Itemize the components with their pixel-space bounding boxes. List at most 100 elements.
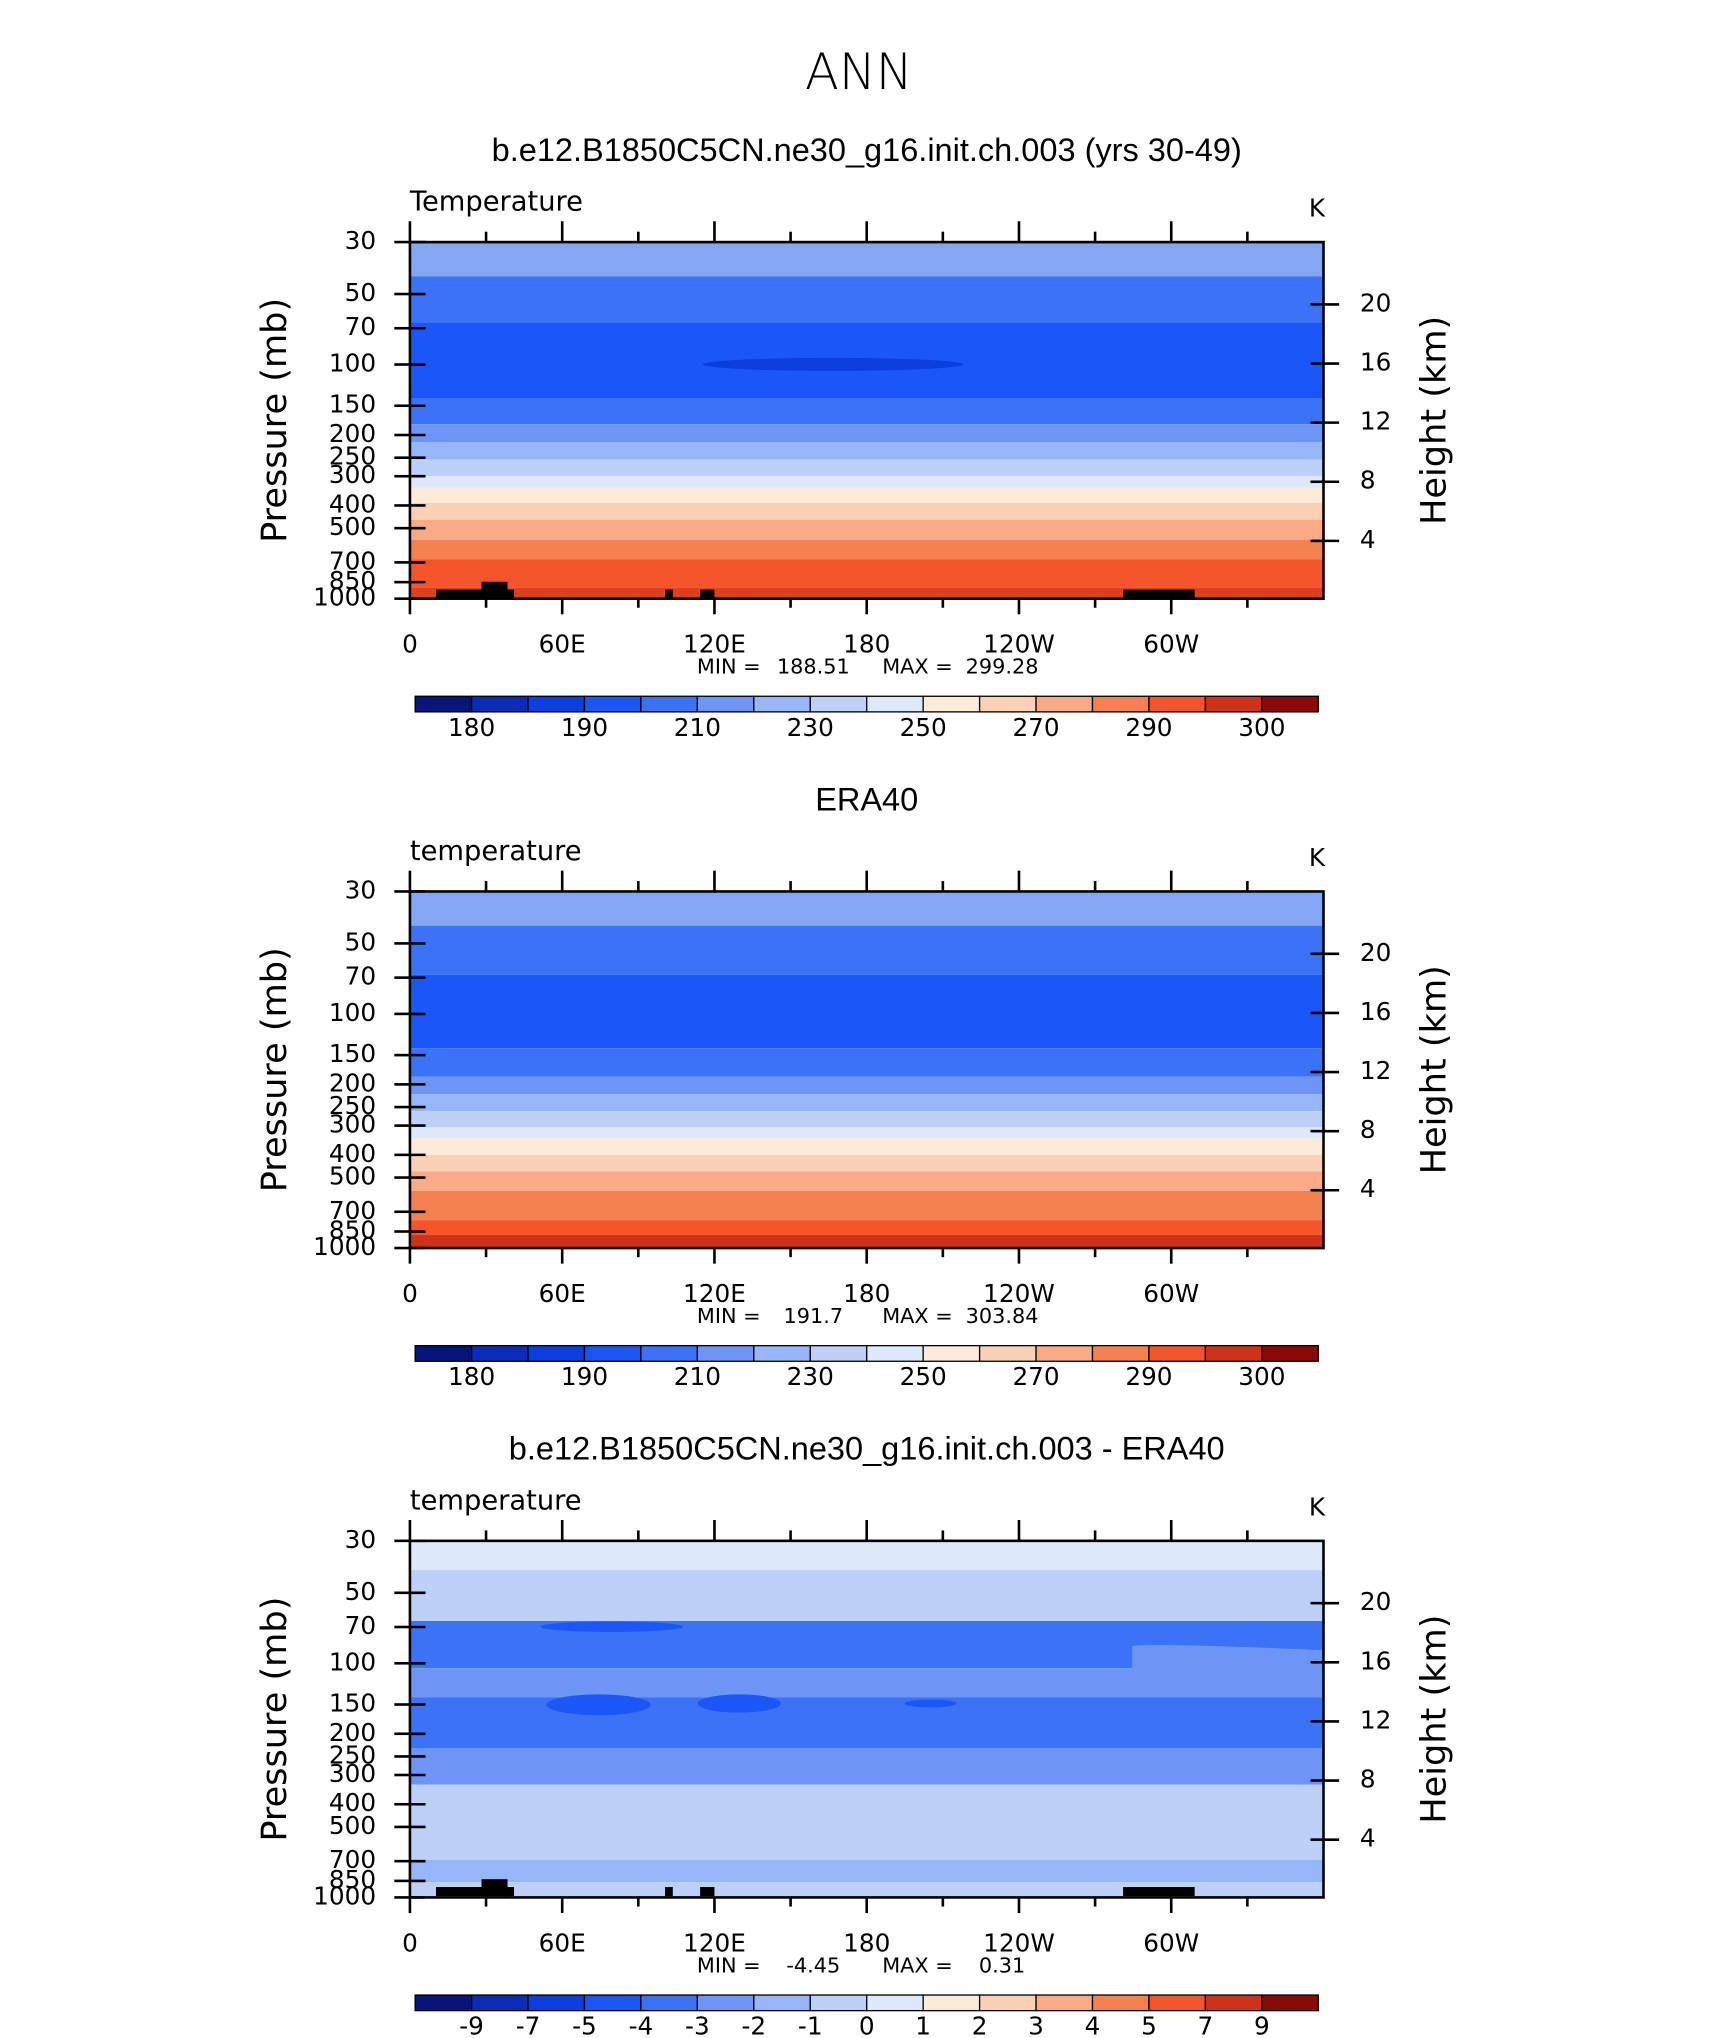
y-tick-label: 30	[345, 226, 376, 255]
contour-band	[409, 1235, 1324, 1249]
colorbar-box	[414, 1994, 473, 2012]
colorbar-label: 0	[859, 2012, 875, 2038]
x-tick-label: 120W	[983, 630, 1055, 659]
y-tick-label: 50	[345, 1577, 376, 1606]
colorbar-box	[527, 1344, 586, 1362]
colorbar-box	[866, 695, 924, 713]
x-tick-label: 60E	[539, 630, 586, 659]
colorbar-box	[1148, 1994, 1207, 2012]
colorbar-box	[1204, 1994, 1263, 2012]
y-tick-label: 150	[329, 390, 376, 419]
x-tick-label: 120W	[983, 1279, 1055, 1308]
y2-tick-label: 20	[1360, 288, 1391, 317]
colorbar-box	[696, 695, 755, 713]
colorbar-label: 4	[1085, 2012, 1101, 2038]
colorbar-box	[809, 695, 868, 713]
contour-band	[409, 1048, 1324, 1077]
colorbar-box	[978, 1344, 1037, 1362]
colorbar-label: -2	[741, 2012, 766, 2038]
colorbar-label: 180	[448, 713, 495, 742]
colorbar-label: -4	[629, 2012, 654, 2038]
y-tick-label: 100	[329, 349, 376, 378]
contour-band	[409, 1882, 1324, 1898]
variable-label: Temperature	[409, 187, 583, 218]
colorbar-box	[470, 695, 529, 713]
x-tick-label: 120E	[683, 1279, 746, 1308]
colorbar-label: 300	[1238, 713, 1285, 742]
colorbar-label: 190	[561, 713, 608, 742]
colorbar-box	[978, 1994, 1037, 2012]
panel-title: b.e12.B1850C5CN.ne30_g16.init.ch.003 - E…	[509, 1431, 1225, 1467]
colorbar-box	[922, 695, 981, 713]
contour-shape	[697, 1694, 781, 1713]
y-tick-label: 1000	[313, 1881, 376, 1910]
y-tick-label: 700	[329, 546, 376, 575]
max-label: MAX =	[882, 655, 953, 679]
y2-tick-label: 16	[1360, 997, 1391, 1026]
colorbar-box	[414, 695, 473, 713]
figure-title: ANN	[805, 43, 913, 101]
contour-band	[409, 559, 1324, 588]
topography	[435, 1887, 515, 1897]
y-tick-label: 250	[329, 1740, 376, 1769]
colorbar-box	[470, 1994, 529, 2012]
colorbar-box	[809, 1994, 868, 2012]
colorbar-box	[978, 695, 1037, 713]
min-value: -4.45	[786, 1953, 840, 1977]
contour-band	[409, 974, 1324, 1049]
colorbar-box	[583, 695, 642, 713]
colorbar-box	[1091, 1994, 1150, 2012]
colorbar-box	[1091, 1344, 1150, 1362]
colorbar-box	[583, 1344, 642, 1362]
y2-tick-label: 12	[1360, 1705, 1391, 1734]
contour-band	[409, 242, 1324, 277]
topography	[481, 1879, 508, 1897]
y2-axis-label: Height (km)	[1413, 1615, 1454, 1824]
units-label: K	[1309, 194, 1326, 223]
colorbar-label: 180	[448, 1362, 495, 1391]
colorbar-label: 3	[1028, 2012, 1044, 2038]
colorbar-label: 270	[1012, 1362, 1059, 1391]
y-tick-label: 70	[345, 962, 376, 991]
colorbar-label: 210	[674, 713, 721, 742]
contour-band	[409, 587, 1324, 599]
colorbar-box	[696, 1994, 755, 2012]
x-tick-label: 60W	[1143, 630, 1199, 659]
min-value: 191.7	[784, 1304, 844, 1328]
contour-band	[409, 1111, 1324, 1128]
x-tick-label: 0	[402, 630, 418, 659]
y-tick-label: 1000	[313, 583, 376, 612]
colorbar-box	[640, 1344, 699, 1362]
panel-title: ERA40	[815, 781, 918, 817]
contour-band	[409, 1076, 1324, 1095]
topography	[665, 589, 673, 599]
colorbar-box	[527, 1994, 586, 2012]
y-tick-label: 70	[345, 312, 376, 341]
contour-band	[409, 1094, 1324, 1112]
y2-tick-label: 8	[1360, 1115, 1376, 1144]
colorbar-box	[753, 1994, 811, 2012]
contour-band	[409, 519, 1324, 540]
y2-tick-label: 12	[1360, 1056, 1391, 1085]
y-tick-label: 50	[345, 278, 376, 307]
colorbar-box	[1261, 1344, 1319, 1362]
y-tick-label: 150	[329, 1689, 376, 1718]
colorbar-label: 1	[915, 2012, 931, 2038]
contour-shape	[702, 357, 964, 371]
y-tick-label: 300	[329, 460, 376, 489]
contour-band	[409, 487, 1324, 503]
colorbar-box	[640, 1994, 699, 2012]
x-tick-label: 120E	[683, 1928, 746, 1957]
contour-band	[409, 1154, 1324, 1172]
y-tick-label: 200	[329, 419, 376, 448]
x-tick-label: 180	[843, 630, 890, 659]
colorbar-box	[753, 695, 811, 713]
y2-axis-label: Height (km)	[1413, 965, 1454, 1174]
contour-band	[409, 925, 1324, 975]
y-tick-label: 250	[329, 1091, 376, 1120]
contour-band	[409, 1570, 1324, 1622]
colorbar-label: 7	[1198, 2012, 1214, 2038]
contour-shape	[1132, 1644, 1324, 1692]
colorbar-label: 5	[1141, 2012, 1157, 2038]
colorbar-label: 190	[561, 1362, 608, 1391]
